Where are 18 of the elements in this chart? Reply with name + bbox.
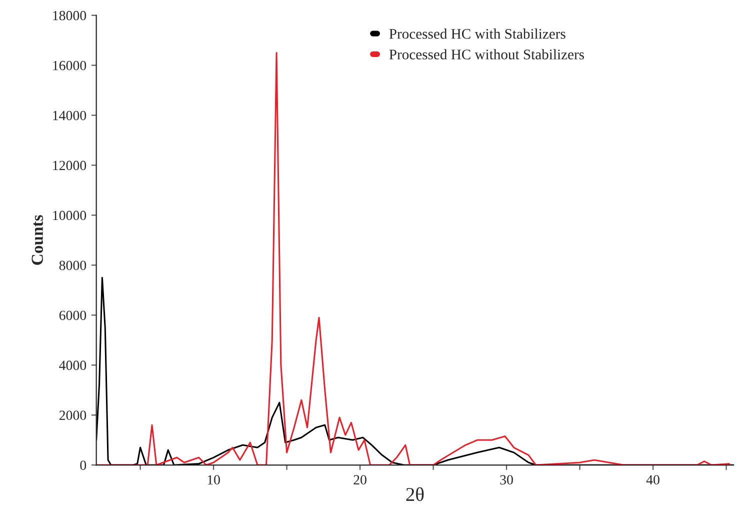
y-tick-label: 2000 bbox=[59, 410, 86, 420]
x-tick-label: 10 bbox=[208, 475, 220, 485]
y-tick-label: 14000 bbox=[53, 110, 86, 120]
legend-label: Processed HC without Stabilizers bbox=[389, 49, 584, 60]
y-tick-label: 0 bbox=[80, 460, 86, 470]
y-axis-title: Counts bbox=[32, 215, 43, 265]
x-axis-title: 2θ bbox=[406, 487, 424, 502]
x-tick-label: 40 bbox=[646, 475, 660, 485]
y-tick-label: 16000 bbox=[53, 60, 86, 70]
legend-label: Processed HC with Stabilizers bbox=[389, 28, 566, 39]
y-tick-label: 10000 bbox=[53, 210, 86, 220]
y-tick-label: 12000 bbox=[53, 160, 86, 170]
x-tick-label: 30 bbox=[500, 475, 513, 485]
y-tick-label: 4000 bbox=[59, 360, 86, 370]
x-tick-label: 20 bbox=[354, 475, 366, 485]
y-tick-label: 6000 bbox=[59, 310, 86, 320]
y-tick-label: 8000 bbox=[59, 260, 86, 270]
y-tick-label: 18000 bbox=[53, 10, 86, 20]
